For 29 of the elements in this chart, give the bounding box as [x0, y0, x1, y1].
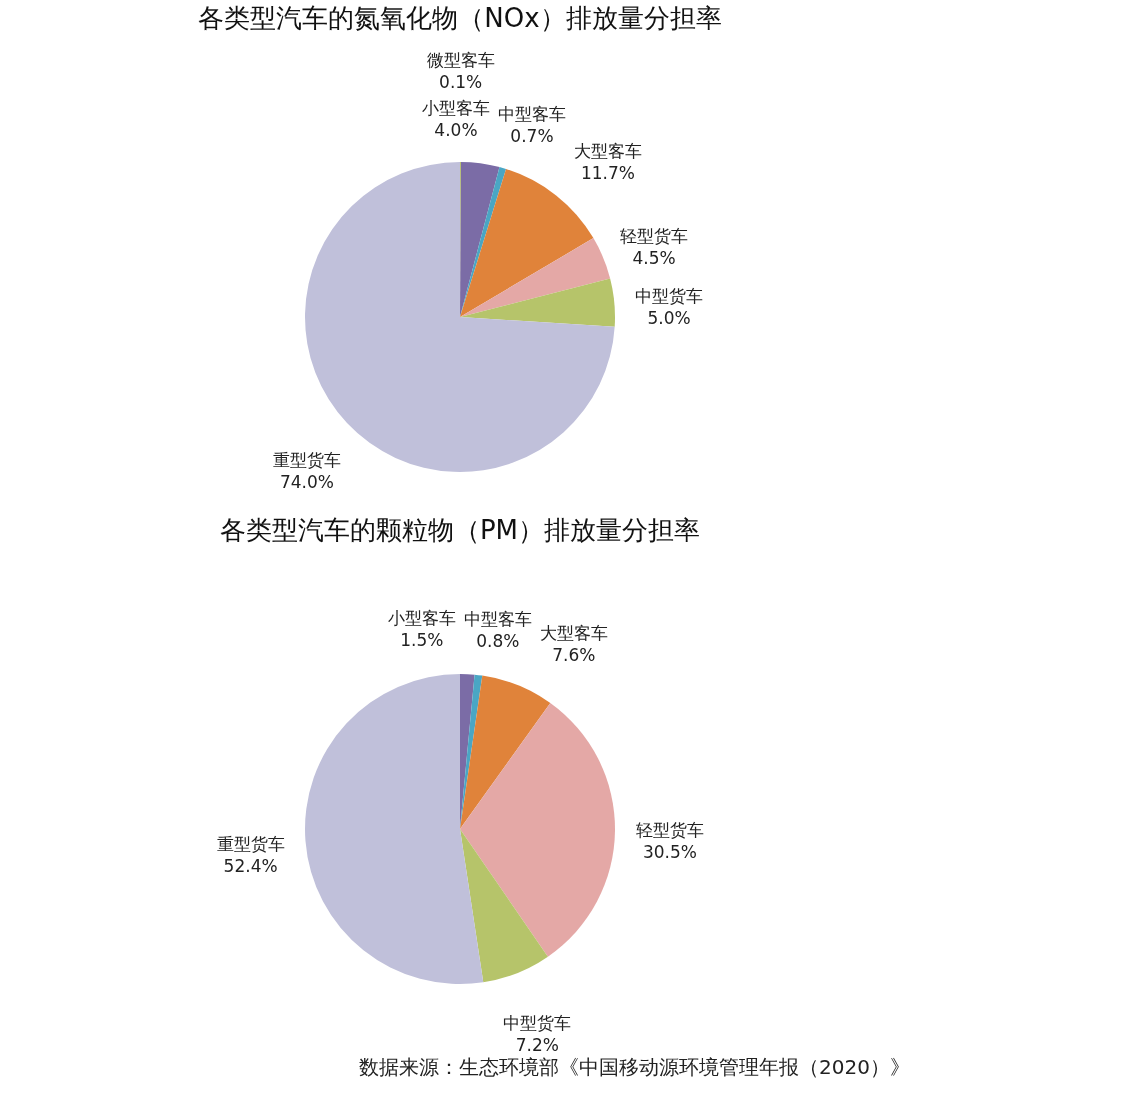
- data-label: 52.4%: [223, 855, 278, 876]
- data-label: 0.8%: [476, 631, 520, 652]
- data-label: 0.7%: [510, 126, 554, 147]
- slice-label: 中型客车: [497, 104, 566, 125]
- chart-title: 各类型汽车的颗粒物（PM）排放量分担率: [219, 515, 701, 545]
- slice-label: 大型客车: [573, 141, 642, 162]
- data-label: 0.1%: [439, 72, 483, 92]
- slice-label: 中型货车: [503, 1013, 572, 1034]
- chart-title: 各类型汽车的氮氧化物（NOx）排放量分担率: [198, 3, 722, 33]
- slice-label: 小型客车: [421, 97, 490, 118]
- slice-label: 重型货车: [216, 833, 285, 854]
- slice-label: 中型货车: [635, 286, 704, 307]
- data-label: 5.0%: [647, 308, 691, 329]
- slice-label: 中型客车: [463, 609, 532, 630]
- slice-label: 重型货车: [272, 449, 341, 470]
- slice-label: 大型客车: [539, 623, 608, 644]
- data-label: 1.5%: [400, 630, 444, 651]
- data-label: 4.0%: [434, 119, 478, 140]
- data-label: 7.2%: [515, 1035, 559, 1056]
- slice-label: 轻型货车: [620, 225, 689, 246]
- slice-label: 轻型货车: [635, 819, 704, 840]
- data-label: 30.5%: [642, 841, 697, 862]
- slice-label: 微型客车: [426, 50, 495, 70]
- data-label: 7.6%: [552, 645, 596, 666]
- data-label: 11.7%: [580, 163, 635, 184]
- source-note: 数据来源：生态环境部《中国移动源环境管理年报（2020）》: [359, 1055, 910, 1080]
- data-label: 4.5%: [632, 247, 676, 268]
- data-label: 74.0%: [279, 471, 334, 492]
- slice-label: 小型客车: [387, 608, 456, 629]
